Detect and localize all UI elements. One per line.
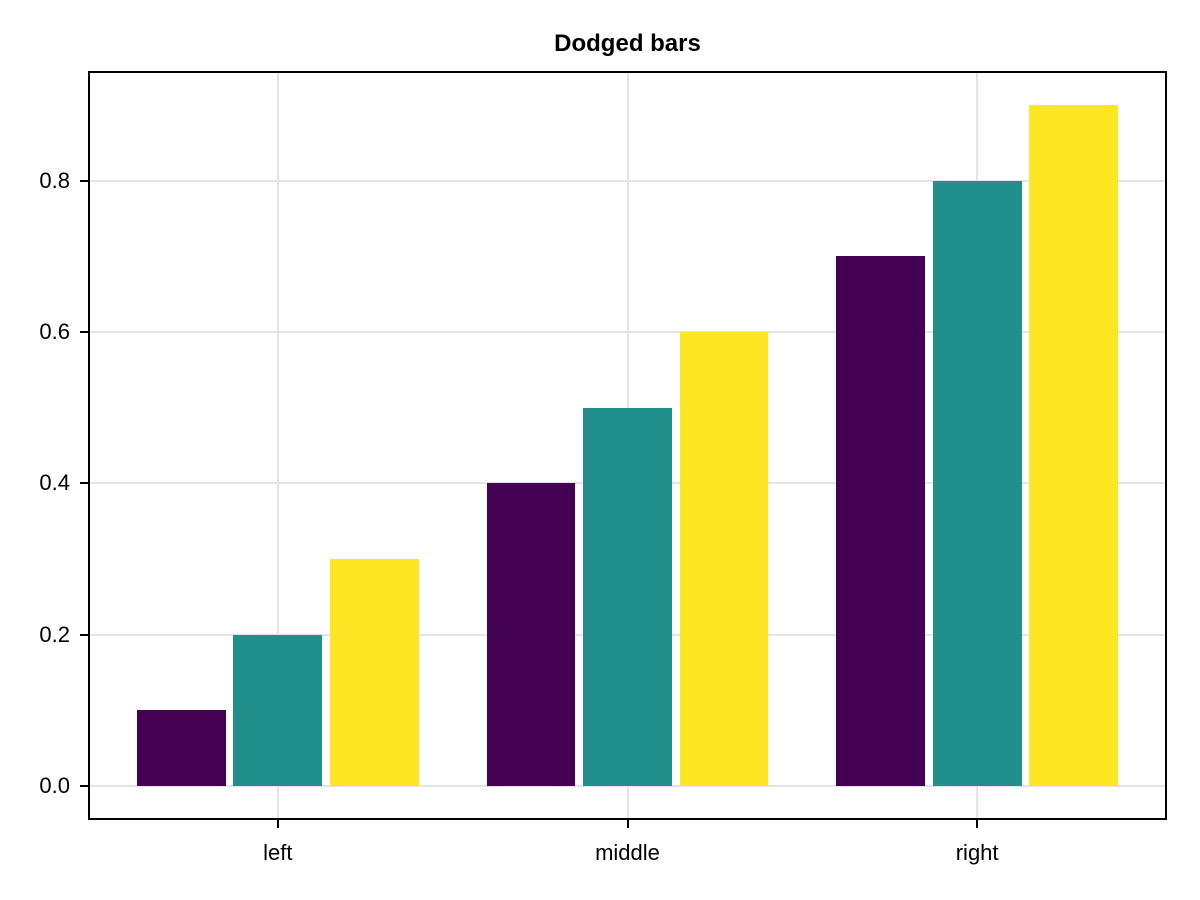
ytick-0.6 <box>80 331 88 333</box>
ytick-label-0.2: 0.2 <box>39 621 70 647</box>
bar-left-series2 <box>233 634 323 786</box>
ytick-label-0.8: 0.8 <box>39 167 70 193</box>
bar-left-series1 <box>136 710 226 786</box>
ytick-0.2 <box>80 633 88 636</box>
ytick-0.8 <box>80 179 88 182</box>
xtick-label-right: right <box>955 840 999 865</box>
ytick-0.4 <box>80 482 88 485</box>
ytick-label-0.4: 0.4 <box>39 470 70 496</box>
ytick-label-0.0: 0.0 <box>39 772 70 798</box>
xtick-label-left: left <box>263 840 293 865</box>
xtick-left <box>276 820 279 828</box>
gridline-x-left <box>276 71 279 820</box>
bar-right-series2 <box>932 180 1022 786</box>
bar-right-series1 <box>836 256 926 786</box>
bar-middle-series1 <box>486 483 576 786</box>
bar-right-series3 <box>1029 105 1119 786</box>
ytick-label-0.6: 0.6 <box>39 319 70 344</box>
bar-left-series3 <box>329 558 419 786</box>
plot-area <box>88 71 1167 820</box>
bar-middle-series2 <box>583 407 672 786</box>
chart-title: Dodged bars <box>554 30 701 57</box>
xtick-label-middle: middle <box>595 840 660 865</box>
bar-middle-series3 <box>679 332 769 786</box>
xtick-right <box>976 820 979 828</box>
xtick-middle <box>626 820 629 828</box>
ytick-0.0 <box>80 784 88 787</box>
